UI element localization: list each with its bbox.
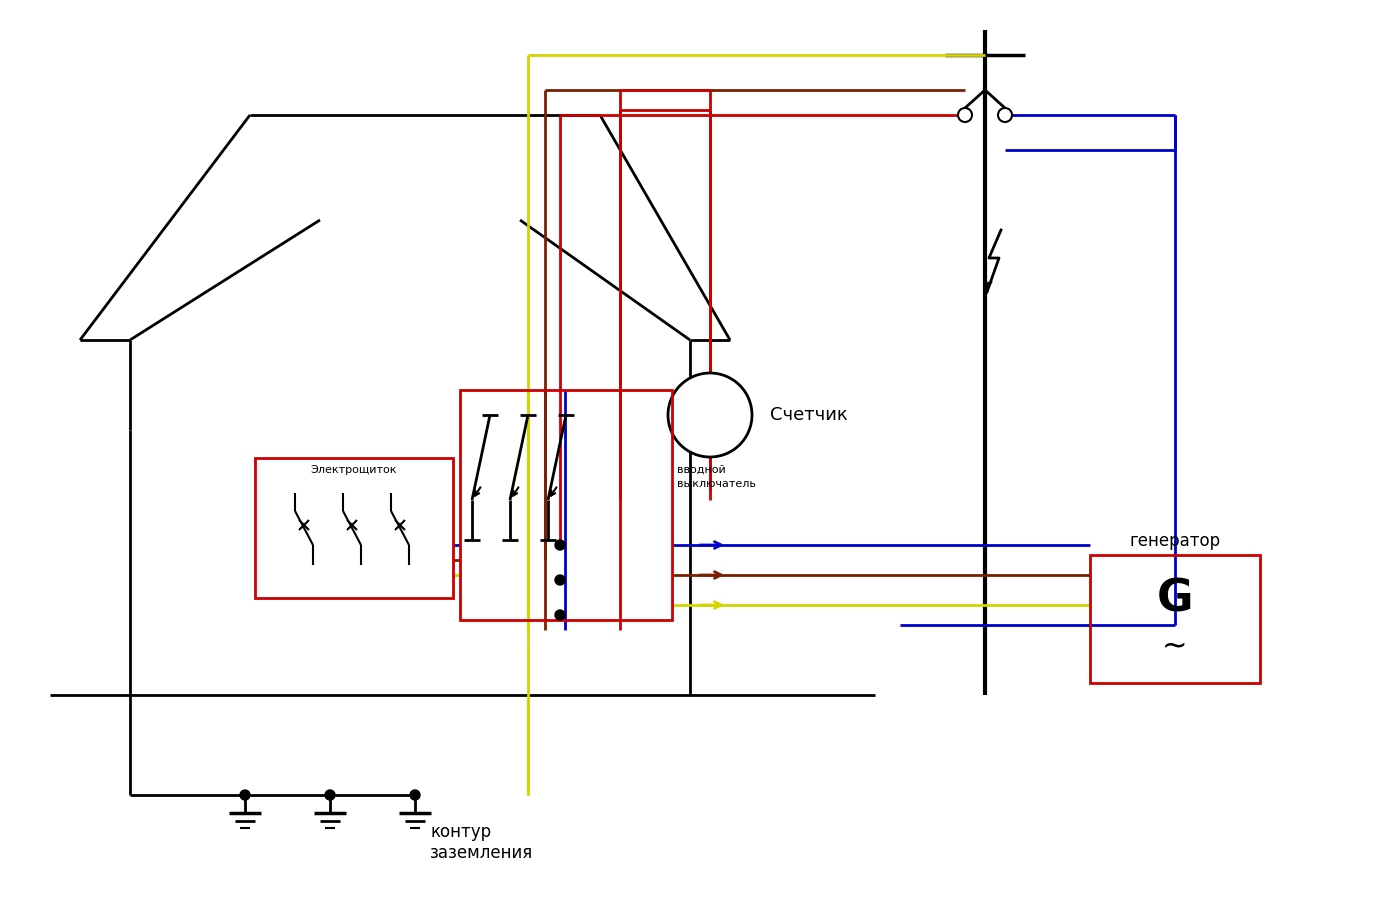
Text: генератор: генератор bbox=[1130, 532, 1221, 550]
Text: G: G bbox=[1157, 577, 1193, 621]
Circle shape bbox=[958, 108, 972, 122]
Circle shape bbox=[554, 575, 565, 585]
Circle shape bbox=[324, 790, 335, 800]
Bar bbox=[460, 390, 672, 620]
Bar bbox=[1089, 555, 1260, 683]
Circle shape bbox=[668, 373, 753, 457]
Text: вводной
выключатель: вводной выключатель bbox=[676, 465, 755, 489]
Circle shape bbox=[554, 540, 565, 550]
Circle shape bbox=[554, 610, 565, 620]
Circle shape bbox=[240, 790, 249, 800]
Circle shape bbox=[410, 790, 420, 800]
Text: ∼: ∼ bbox=[1163, 632, 1188, 661]
Bar bbox=[255, 458, 453, 598]
Text: Электрощиток: Электрощиток bbox=[310, 465, 398, 475]
Text: контур
заземления: контур заземления bbox=[430, 823, 534, 862]
Circle shape bbox=[998, 108, 1012, 122]
Text: Счетчик: Счетчик bbox=[771, 406, 848, 424]
